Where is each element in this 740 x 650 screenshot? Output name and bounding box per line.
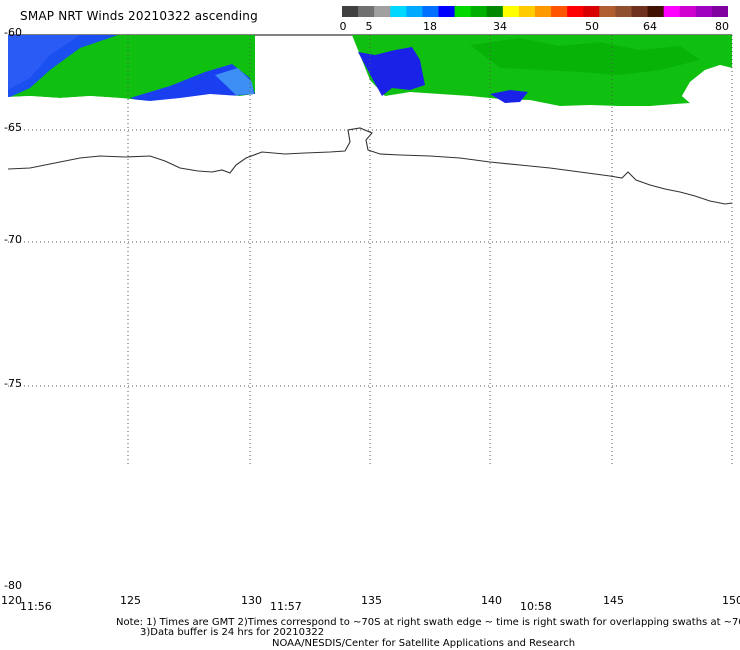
colorbar-swatch [663,6,681,17]
lon-label-130: 130 [241,594,262,607]
colorbar-swatch [502,6,520,17]
lon-label-150: 150 [722,594,740,607]
lat-label-80: -80 [4,579,22,592]
colorbar-tick-34: 34 [493,20,507,33]
colorbar-swatch [390,6,407,17]
colorbar-tick-18: 18 [423,20,437,33]
colorbar-swatch [583,6,600,17]
lon-label-135: 135 [361,594,382,607]
lat-label-60: -60 [4,26,22,39]
lon-label-140: 140 [481,594,502,607]
lat-label-70: -70 [4,233,22,246]
colorbar-swatch [470,6,488,17]
time-label-1058: 10:58 [520,600,552,613]
note-line-1: Note: 1) Times are GMT 2)Times correspon… [116,617,740,628]
colorbar-swatch [486,6,504,17]
lon-label-145: 145 [603,594,624,607]
lat-label-75: -75 [4,377,22,390]
colorbar-tick-64: 64 [643,20,657,33]
colorbar-swatch [679,6,697,17]
lon-label-120: 120 [1,594,22,607]
colorbar-swatch [631,6,649,17]
colorbar-swatch [438,6,456,17]
colorbar-tick-0: 0 [339,20,347,33]
colorbar-swatch [615,6,633,17]
colorbar-swatch [422,6,440,17]
colorbar-swatch [711,6,728,17]
colorbar-swatch [342,6,359,17]
colorbar-swatch [599,6,617,17]
antarctic-coastline [7,127,733,205]
note-line-2: 3)Data buffer is 24 hrs for 20210322 [140,627,325,638]
wind-swath-left [8,35,255,108]
colorbar-swatches [342,6,728,17]
colorbar-tick-80: 80 [715,20,729,33]
colorbar-tick-5: 5 [365,20,373,33]
wind-swath-right [352,35,732,108]
colorbar-swatch [567,6,584,17]
credit-line: NOAA/NESDIS/Center for Satellite Applica… [272,638,576,649]
lon-label-125: 125 [120,594,141,607]
map-title: SMAP NRT Winds 20210322 ascending [20,9,258,23]
colorbar-swatch [518,6,536,17]
time-label-1156: 11:56 [20,600,52,613]
time-label-1157: 11:57 [270,600,302,613]
colorbar-tick-50: 50 [585,20,599,33]
colorbar-swatch [406,6,424,17]
colorbar-swatch [695,6,713,17]
colorbar-swatch [551,6,568,17]
wind-speed-colorbar [342,6,728,17]
colorbar-swatch [535,6,552,17]
colorbar-swatch [358,6,375,17]
colorbar-swatch [374,6,391,17]
lat-label-65: -65 [4,121,22,134]
colorbar-swatch [647,6,665,17]
graticule [8,35,733,465]
colorbar-swatch [454,6,472,17]
